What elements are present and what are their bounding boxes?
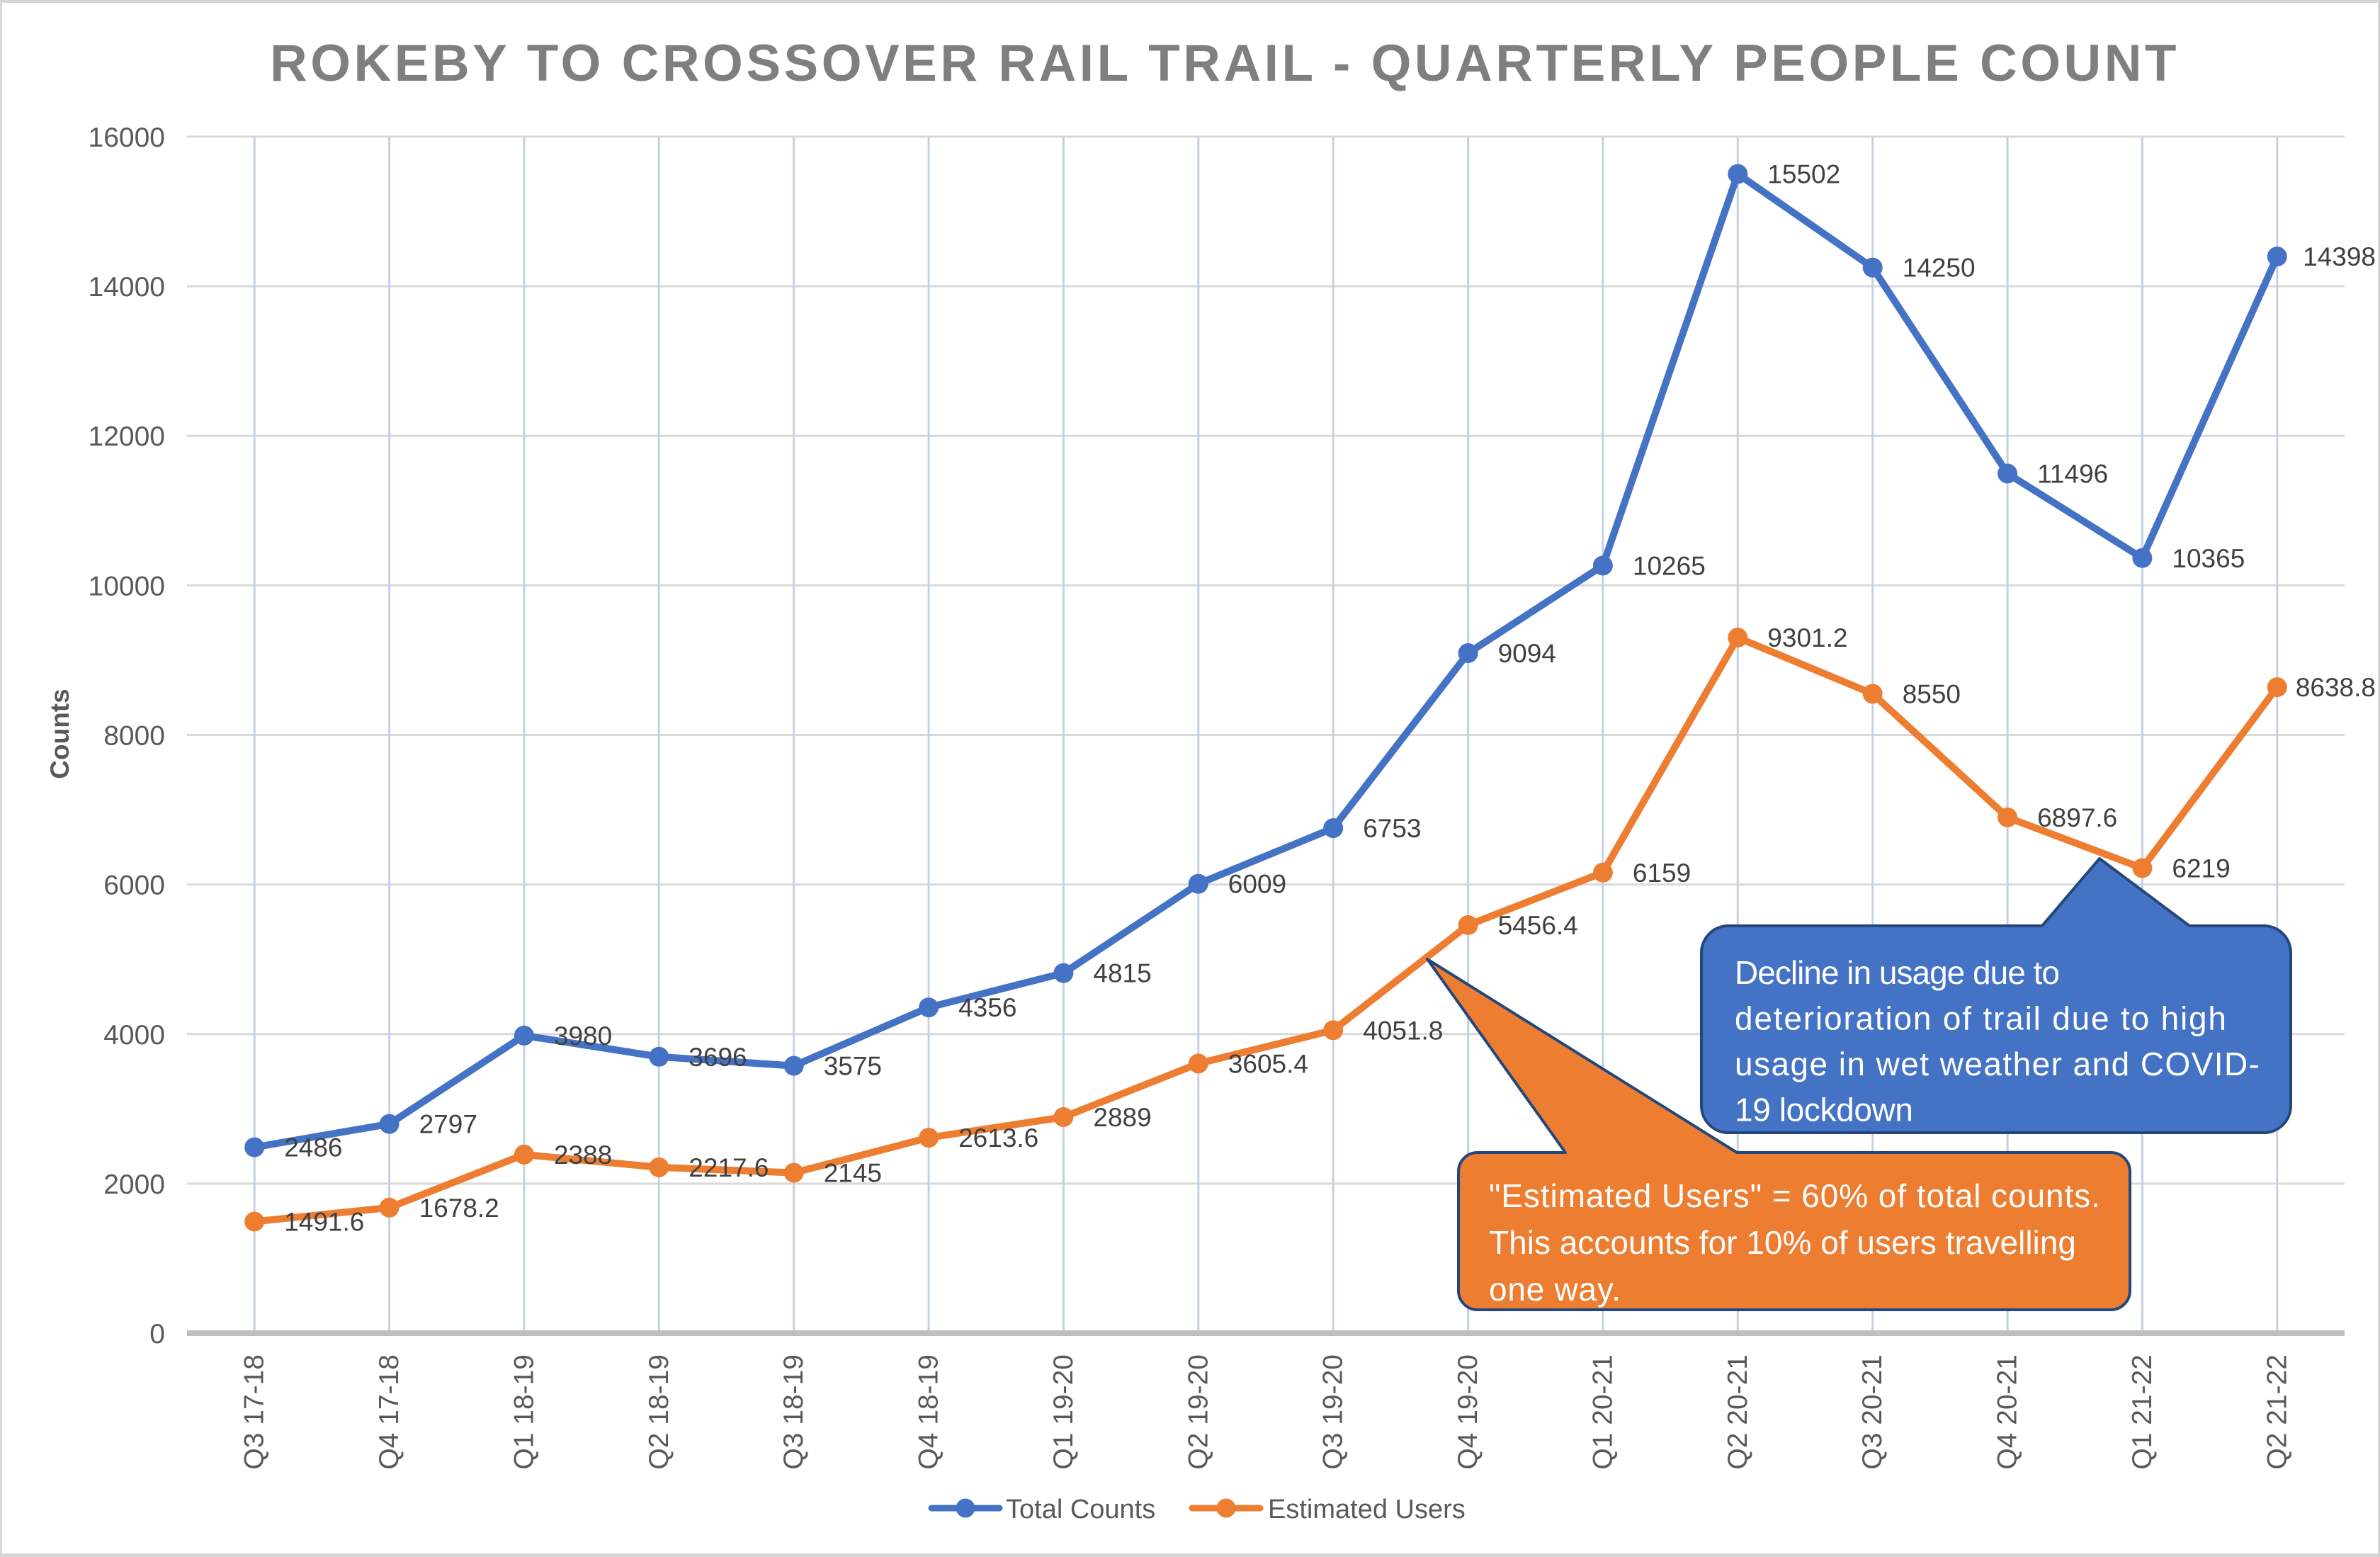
svg-text:ROKEBY TO CROSSOVER RAIL TRAIL: ROKEBY TO CROSSOVER RAIL TRAIL - QUARTER… [270,35,2180,92]
svg-text:2486: 2486 [284,1133,342,1162]
svg-text:Q1 18-19: Q1 18-19 [509,1354,539,1470]
svg-text:Q2 18-19: Q2 18-19 [644,1354,674,1470]
svg-text:Total Counts: Total Counts [1006,1495,1155,1524]
svg-text:Decline in usage due to: Decline in usage due to [1735,954,2060,991]
svg-text:Q1 19-20: Q1 19-20 [1048,1354,1079,1470]
svg-text:3980: 3980 [554,1021,612,1051]
svg-text:4051.8: 4051.8 [1363,1016,1443,1045]
svg-text:Q1 21-22: Q1 21-22 [2127,1354,2158,1470]
svg-text:3575: 3575 [824,1052,882,1081]
svg-text:2797: 2797 [419,1110,477,1139]
svg-text:Q4 19-20: Q4 19-20 [1453,1354,1483,1470]
svg-text:This accounts for 10% of users: This accounts for 10% of users travellin… [1489,1224,2076,1261]
svg-text:10265: 10265 [1633,551,1706,580]
svg-text:Estimated Users: Estimated Users [1268,1495,1466,1524]
svg-text:15502: 15502 [1767,160,1840,189]
svg-text:2000: 2000 [103,1170,165,1200]
svg-text:Q4 20-21: Q4 20-21 [1993,1354,2023,1470]
svg-text:4356: 4356 [958,993,1016,1022]
svg-text:2388: 2388 [554,1140,612,1170]
svg-text:Q4 17-18: Q4 17-18 [374,1354,404,1470]
svg-text:1678.2: 1678.2 [419,1194,499,1223]
svg-text:Q1 20-21: Q1 20-21 [1587,1354,1618,1470]
svg-text:12000: 12000 [89,421,165,452]
svg-text:2217.6: 2217.6 [688,1153,769,1182]
svg-text:10000: 10000 [89,571,165,601]
svg-text:9301.2: 9301.2 [1767,623,1847,652]
svg-text:14000: 14000 [89,272,165,302]
svg-text:6897.6: 6897.6 [2037,803,2117,832]
svg-text:2145: 2145 [824,1159,882,1188]
svg-text:6000: 6000 [103,871,165,901]
svg-text:Q2 19-20: Q2 19-20 [1183,1354,1213,1470]
svg-text:deterioration of trail due to: deterioration of trail due to high [1735,1000,2226,1037]
svg-text:Q4 18-19: Q4 18-19 [914,1354,944,1470]
svg-text:Q2 20-21: Q2 20-21 [1723,1354,1753,1470]
svg-text:3605.4: 3605.4 [1228,1049,1308,1078]
svg-text:16000: 16000 [89,123,165,153]
svg-text:3696: 3696 [688,1043,747,1072]
svg-text:19 lockdown: 19 lockdown [1735,1092,1913,1128]
svg-text:1491.6: 1491.6 [284,1208,364,1237]
svg-text:6159: 6159 [1633,859,1691,888]
svg-text:2613.6: 2613.6 [958,1123,1038,1153]
svg-text:"Estimated Users" = 60% of tot: "Estimated Users" = 60% of total counts. [1489,1177,2100,1214]
svg-text:8550: 8550 [1903,679,1961,708]
svg-text:Q2 21-22: Q2 21-22 [2262,1354,2292,1470]
svg-text:0: 0 [149,1319,165,1349]
svg-text:usage in wet weather and COVID: usage in wet weather and COVID- [1735,1046,2260,1082]
svg-text:10365: 10365 [2172,544,2245,573]
svg-text:14398: 14398 [2303,242,2376,271]
svg-text:4000: 4000 [103,1020,165,1051]
svg-text:6009: 6009 [1228,870,1286,899]
svg-text:Counts: Counts [45,689,74,778]
svg-text:6219: 6219 [2172,854,2230,883]
svg-text:Q3 18-19: Q3 18-19 [778,1354,809,1470]
svg-text:4815: 4815 [1093,959,1151,988]
svg-text:Q3 19-20: Q3 19-20 [1318,1354,1349,1470]
svg-text:5456.4: 5456.4 [1498,911,1578,940]
svg-text:one way.: one way. [1489,1271,1621,1308]
svg-text:2889: 2889 [1093,1103,1151,1132]
svg-text:14250: 14250 [1903,254,1976,283]
svg-text:11496: 11496 [2037,460,2108,489]
svg-text:8638.8: 8638.8 [2296,673,2376,702]
svg-text:Q3 20-21: Q3 20-21 [1857,1354,1888,1470]
svg-text:6753: 6753 [1363,814,1421,843]
svg-text:Q3 17-18: Q3 17-18 [239,1354,270,1470]
svg-text:8000: 8000 [103,721,165,752]
svg-text:9094: 9094 [1498,639,1556,668]
